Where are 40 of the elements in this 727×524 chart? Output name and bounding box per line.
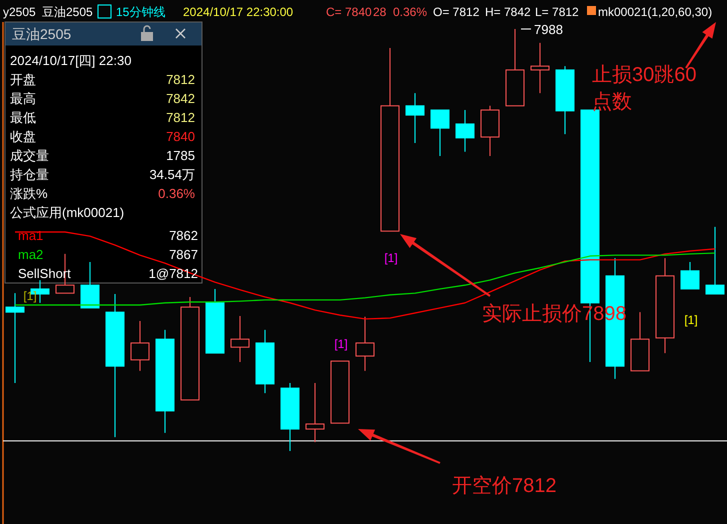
text: 28: [373, 5, 387, 19]
annotation: 7812: [166, 72, 195, 87]
annotation: 最高: [10, 91, 36, 106]
text: 豆油2505: [42, 5, 94, 19]
annotation: 1@7812: [148, 266, 198, 281]
annotation: 最低: [10, 110, 36, 125]
text: ma2: [18, 247, 44, 262]
text: 开空价7812: [452, 475, 556, 497]
annotation: 7862: [169, 228, 198, 243]
annotation: 7988: [534, 22, 563, 37]
annotation: 7867: [169, 247, 198, 262]
text: y2505: [3, 5, 36, 19]
annotation: 0.36%: [158, 186, 196, 201]
text: O= 7812: [433, 5, 480, 19]
annotation: 2024/10/17[四] 22:30: [10, 53, 132, 68]
annotation: [1]: [384, 251, 398, 265]
annotation: 34.54万: [149, 167, 195, 182]
text: L= 7812: [535, 5, 580, 19]
annotation: 持仓量: [10, 167, 49, 182]
annotation: [1]: [334, 337, 348, 351]
text: 0.36%: [393, 5, 428, 19]
annotation: 成交量: [10, 148, 49, 163]
annotation: 1785: [166, 148, 195, 163]
annotation: 涨跌%: [10, 186, 48, 201]
series-label: ma1: [18, 228, 44, 243]
text: H= 7842: [485, 5, 532, 19]
text: mk00021(1,20,60,30): [598, 5, 712, 19]
annotation: 7840: [166, 129, 195, 144]
annotation: 止损30跳60点数: [592, 63, 698, 115]
text: C= 7840: [326, 5, 372, 19]
text: 15分钟线: [116, 5, 166, 19]
annotation: 豆油2505: [12, 26, 72, 42]
annotation: [1]: [23, 289, 37, 303]
text: 2024/10/17 22:30:00: [183, 5, 294, 19]
annotation: 收盘: [10, 129, 36, 144]
annotation: 开盘: [10, 72, 36, 87]
annotation: [1]: [684, 313, 698, 327]
annotation: 公式应用(mk00021): [10, 205, 124, 220]
annotation: 7812: [166, 110, 195, 125]
annotation: 7842: [166, 91, 195, 106]
